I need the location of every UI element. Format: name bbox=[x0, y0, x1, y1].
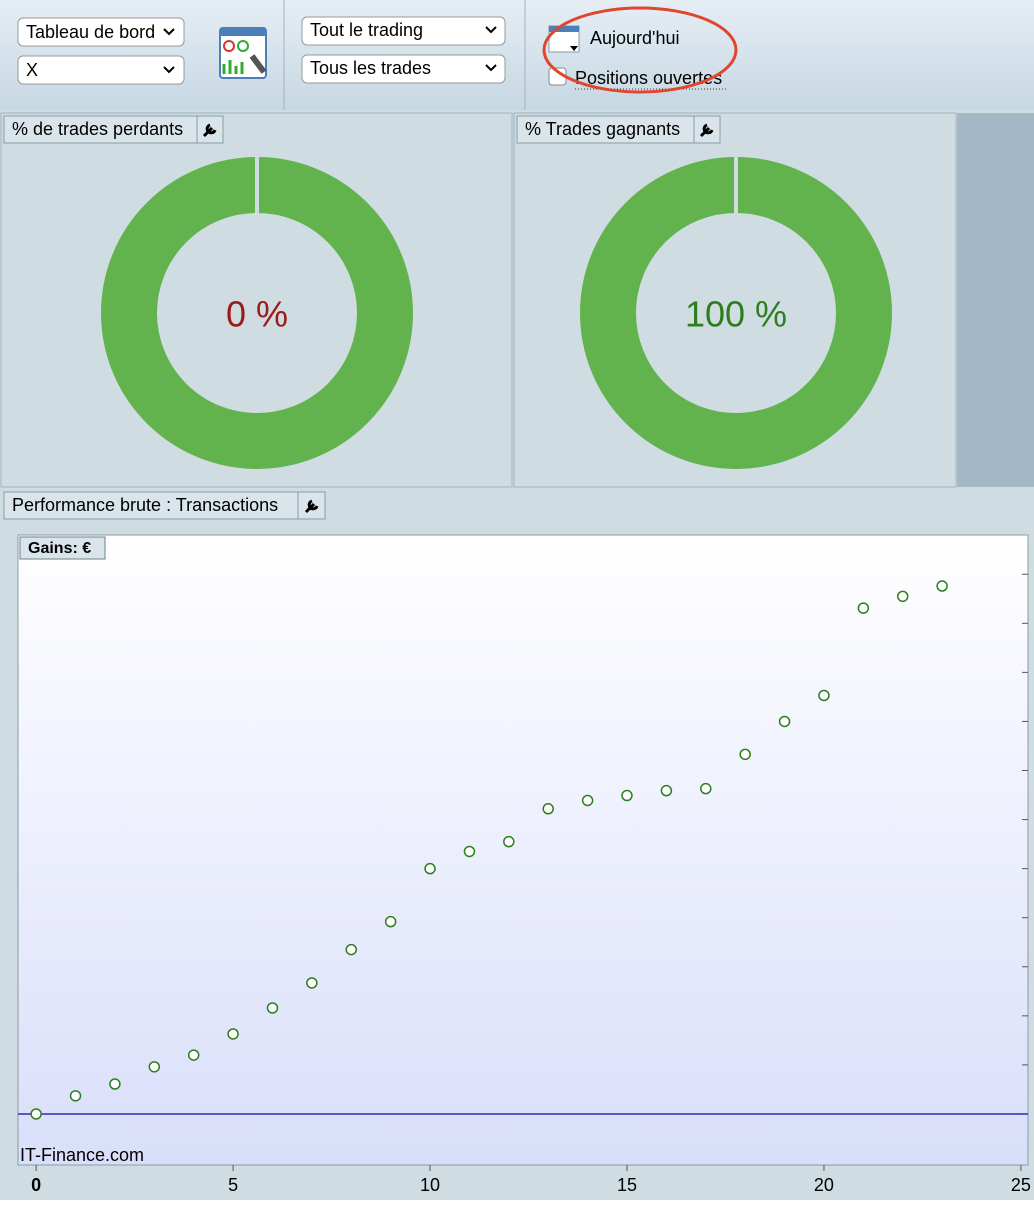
open-positions-checkbox[interactable]: Positions ouvertes bbox=[548, 67, 727, 90]
wrench-icon bbox=[202, 123, 217, 138]
view-select[interactable]: Tableau de bord bbox=[17, 17, 185, 47]
data-point bbox=[227, 1028, 239, 1040]
data-point bbox=[739, 748, 751, 761]
chart-title-box bbox=[19, 536, 106, 560]
panel-title: % Trades gagnants bbox=[525, 119, 680, 139]
dashboard-settings-icon[interactable] bbox=[219, 27, 267, 79]
panel-settings[interactable] bbox=[693, 115, 721, 144]
data-point bbox=[345, 943, 358, 956]
data-point bbox=[778, 715, 791, 728]
donut-label: 0 % bbox=[226, 294, 288, 335]
select-label: Tout le trading bbox=[310, 20, 423, 40]
data-point bbox=[896, 590, 909, 603]
highlight-circle bbox=[542, 6, 738, 94]
data-point bbox=[266, 1002, 279, 1014]
data-point bbox=[384, 915, 397, 928]
x-tick-label: 10 bbox=[420, 1175, 440, 1195]
data-point bbox=[660, 784, 673, 797]
data-point bbox=[463, 845, 476, 858]
panel-settings[interactable] bbox=[196, 115, 224, 144]
data-point bbox=[581, 794, 594, 807]
watermark: IT-Finance.com bbox=[20, 1145, 144, 1165]
plot-area bbox=[17, 534, 1029, 1166]
select-label: Tableau de bord bbox=[26, 22, 155, 42]
panel-title: Performance brute : Transactions bbox=[12, 495, 278, 515]
data-point bbox=[306, 977, 318, 989]
scope-select[interactable]: Tout le trading bbox=[301, 16, 506, 46]
chart-title: Gains: € bbox=[28, 540, 91, 557]
data-point bbox=[857, 602, 870, 614]
select-label: X bbox=[26, 60, 38, 80]
x-tick-label: 5 bbox=[228, 1175, 238, 1195]
data-point bbox=[503, 835, 515, 848]
account-select[interactable]: X bbox=[17, 55, 185, 85]
data-point bbox=[187, 1049, 200, 1061]
data-point bbox=[818, 689, 830, 702]
select-label: Tous les trades bbox=[310, 58, 431, 78]
panel-tab bbox=[516, 115, 695, 144]
panel-title: % de trades perdants bbox=[12, 119, 183, 139]
date-button[interactable]: Aujourd'hui bbox=[548, 25, 680, 53]
data-point bbox=[30, 1108, 42, 1120]
x-tick-label: 20 bbox=[814, 1175, 834, 1195]
data-point bbox=[424, 862, 436, 875]
checkbox-label: Positions ouvertes bbox=[575, 68, 722, 88]
toolbar bbox=[0, 0, 1034, 110]
button-label: Aujourd'hui bbox=[590, 28, 680, 48]
data-point bbox=[700, 782, 712, 795]
panel-tab bbox=[3, 115, 198, 144]
x-tick-label: 25 bbox=[1011, 1175, 1031, 1195]
wrench-icon bbox=[699, 123, 714, 138]
data-point bbox=[69, 1090, 82, 1102]
data-point bbox=[621, 789, 633, 802]
donut-label: 100 % bbox=[685, 294, 787, 335]
data-point bbox=[148, 1061, 161, 1073]
data-point bbox=[936, 580, 948, 592]
x-tick-label: 15 bbox=[617, 1175, 637, 1195]
x-tick-label: 0 bbox=[31, 1175, 41, 1195]
data-point bbox=[542, 803, 554, 815]
data-point bbox=[109, 1078, 121, 1090]
trades-select[interactable]: Tous les trades bbox=[301, 54, 506, 84]
side-strip bbox=[957, 113, 1034, 487]
panel-settings[interactable] bbox=[297, 491, 326, 520]
